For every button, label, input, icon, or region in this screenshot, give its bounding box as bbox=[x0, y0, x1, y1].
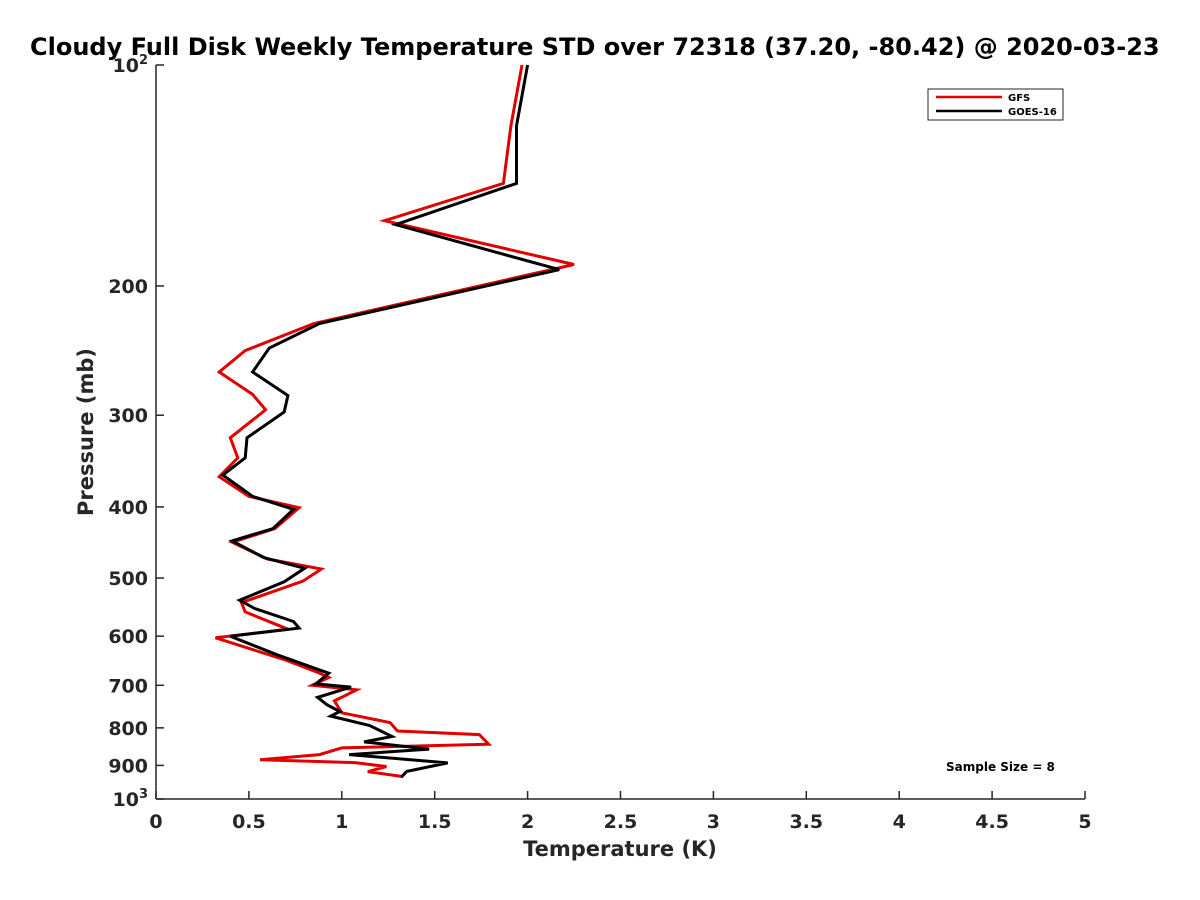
x-axis-label: Temperature (K) bbox=[523, 837, 717, 861]
legend-box bbox=[927, 88, 1064, 121]
legend: GFS GOES-16 bbox=[927, 88, 1064, 121]
x-tick-label: 1 bbox=[335, 811, 348, 833]
legend-label-goes16: GOES-16 bbox=[1008, 107, 1057, 118]
x-tick-label: 3.5 bbox=[789, 811, 823, 833]
y-axis-label: Pressure (mb) bbox=[74, 348, 98, 516]
y-tick-label: 103 bbox=[113, 787, 149, 811]
y-tick-label: 600 bbox=[108, 626, 148, 648]
x-tick-label: 4 bbox=[893, 811, 906, 833]
sample-size-annotation: Sample Size = 8 bbox=[946, 760, 1055, 774]
plot-area: 0 0.5 1 1.5 2 2.5 3 3.5 4 4.5 5 102 200 300 400 500 600… bbox=[108, 53, 1091, 833]
y-tick-label: 300 bbox=[108, 405, 148, 427]
x-tick-label: 3 bbox=[707, 811, 720, 833]
y-tick-label: 900 bbox=[108, 755, 148, 777]
x-ticks: 0 0.5 1 1.5 2 2.5 3 3.5 4 4.5 5 bbox=[149, 791, 1092, 833]
y-tick-label: 500 bbox=[108, 568, 148, 590]
y-tick-label: 200 bbox=[108, 276, 148, 298]
x-tick-label: 2 bbox=[521, 811, 534, 833]
x-tick-label: 5 bbox=[1078, 811, 1091, 833]
y-tick-label: 400 bbox=[108, 497, 148, 519]
chart-title: Cloudy Full Disk Weekly Temperature STD … bbox=[30, 33, 1160, 61]
series-goes-16 bbox=[220, 64, 560, 779]
x-tick-label: 1.5 bbox=[418, 811, 452, 833]
y-tick-label: 700 bbox=[108, 675, 148, 697]
legend-label-gfs: GFS bbox=[1008, 93, 1030, 104]
series-line bbox=[220, 64, 560, 779]
x-tick-label: 0 bbox=[149, 811, 162, 833]
x-tick-label: 2.5 bbox=[604, 811, 638, 833]
y-tick-label: 102 bbox=[113, 53, 149, 77]
series-line bbox=[215, 64, 575, 779]
y-ticks: 102 200 300 400 500 600 700 800 900 103 bbox=[108, 53, 164, 811]
x-tick-label: 0.5 bbox=[232, 811, 266, 833]
y-tick-label: 800 bbox=[108, 718, 148, 740]
x-tick-label: 4.5 bbox=[975, 811, 1009, 833]
series-layer bbox=[215, 64, 575, 779]
